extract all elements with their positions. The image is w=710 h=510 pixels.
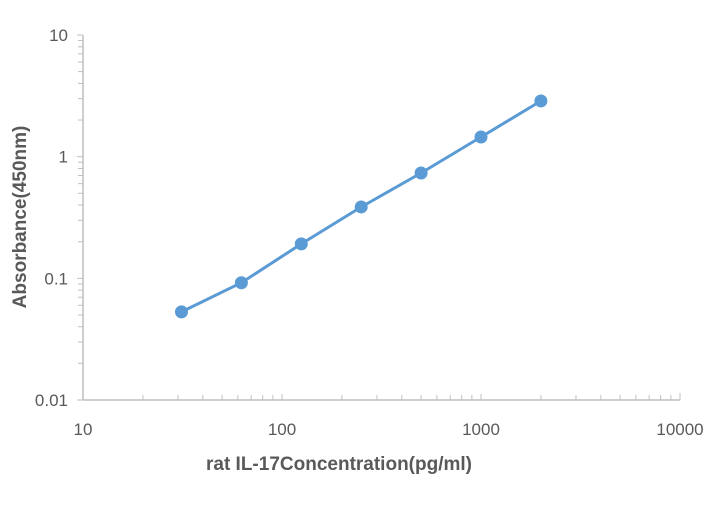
data-point-marker xyxy=(474,130,488,144)
data-point-marker xyxy=(534,94,548,108)
tick-labels: 0.01 0.1 1 10 10 100 1000 10000 xyxy=(35,26,704,439)
x-axis-title: rat IL-17Concentration(pg/ml) xyxy=(206,454,472,475)
data-point-marker xyxy=(294,237,308,251)
x-tick-label: 100 xyxy=(268,420,296,439)
data-point-marker xyxy=(354,200,368,214)
y-tick-label: 10 xyxy=(49,26,68,45)
data-series xyxy=(174,94,548,319)
data-point-marker xyxy=(414,166,428,180)
y-tick-label: 1 xyxy=(59,148,68,167)
x-tick-label: 10 xyxy=(74,420,93,439)
data-point-marker xyxy=(234,276,248,290)
x-tick-label: 10000 xyxy=(656,420,703,439)
y-axis-title: Absorbance(450nm) xyxy=(10,126,31,309)
axes xyxy=(77,34,681,401)
y-tick-label: 0.01 xyxy=(35,391,68,410)
y-tick-label: 0.1 xyxy=(44,269,68,288)
data-point-marker xyxy=(174,305,188,319)
x-tick-label: 1000 xyxy=(462,420,500,439)
